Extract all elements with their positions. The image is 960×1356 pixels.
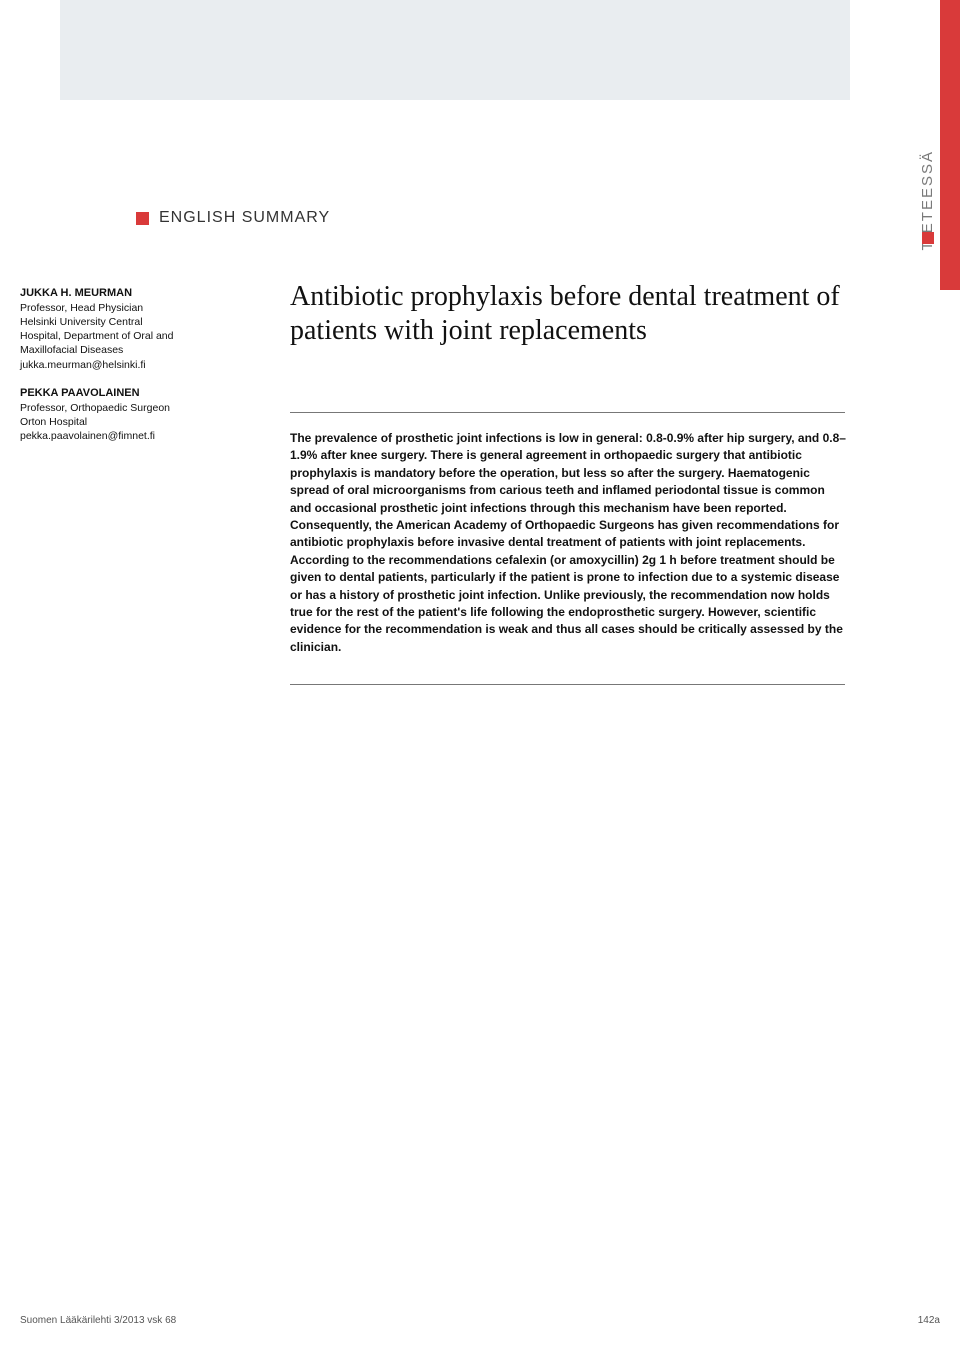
footer-journal-ref: Suomen Lääkärilehti 3/2013 vsk 68 — [20, 1315, 176, 1326]
section-header: ENGLISH SUMMARY — [136, 209, 330, 227]
author-entry: JUKKA H. MEURMAN Professor, Head Physici… — [20, 286, 270, 372]
author-name: PEKKA PAAVOLAINEN — [20, 386, 270, 401]
author-email: pekka.paavolainen@fimnet.fi — [20, 429, 270, 443]
author-name: JUKKA H. MEURMAN — [20, 286, 270, 301]
section-bullet-icon — [136, 212, 149, 225]
author-affiliation: Professor, Orthopaedic Surgeon Orton Hos… — [20, 401, 270, 429]
abstract-text: The prevalence of prosthetic joint infec… — [290, 430, 848, 656]
author-email: jukka.meurman@helsinki.fi — [20, 358, 270, 372]
side-red-band — [940, 0, 960, 290]
article-title: Antibiotic prophylaxis before dental tre… — [290, 280, 845, 348]
side-red-square-icon — [922, 232, 934, 244]
top-color-band — [60, 0, 850, 100]
divider-bottom — [290, 684, 845, 685]
authors-block: JUKKA H. MEURMAN Professor, Head Physici… — [20, 286, 270, 457]
page-footer: Suomen Lääkärilehti 3/2013 vsk 68 142a — [20, 1315, 940, 1326]
author-entry: PEKKA PAAVOLAINEN Professor, Orthopaedic… — [20, 386, 270, 443]
divider-top — [290, 412, 845, 413]
section-label: ENGLISH SUMMARY — [159, 209, 330, 227]
footer-page-number: 142a — [918, 1315, 940, 1326]
author-affiliation: Professor, Head Physician Helsinki Unive… — [20, 301, 270, 358]
